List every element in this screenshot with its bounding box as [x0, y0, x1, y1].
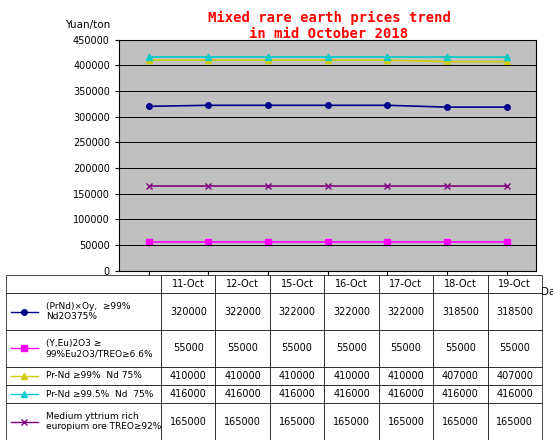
Bar: [324, 403, 379, 440]
Text: 55000: 55000: [499, 343, 530, 353]
Text: 318500: 318500: [496, 307, 533, 317]
Text: 55000: 55000: [173, 343, 204, 353]
Bar: [216, 275, 270, 293]
Text: 322000: 322000: [279, 307, 316, 317]
Bar: [488, 385, 542, 403]
Text: 16-Oct: 16-Oct: [335, 279, 368, 289]
Bar: [216, 403, 270, 440]
Bar: [379, 275, 433, 293]
Text: 416000: 416000: [279, 389, 315, 399]
Text: 320000: 320000: [170, 307, 207, 317]
Text: Date: Date: [541, 287, 553, 297]
Text: 410000: 410000: [170, 371, 207, 381]
Text: 165000: 165000: [496, 417, 533, 427]
Text: 15-Oct: 15-Oct: [280, 279, 314, 289]
Bar: [270, 367, 324, 385]
Bar: [379, 293, 433, 330]
Text: 165000: 165000: [279, 417, 316, 427]
Bar: [6, 367, 161, 385]
Text: 19-Oct: 19-Oct: [498, 279, 531, 289]
Bar: [324, 330, 379, 367]
Text: 416000: 416000: [442, 389, 479, 399]
Text: 322000: 322000: [388, 307, 424, 317]
Bar: [161, 293, 216, 330]
Text: 165000: 165000: [170, 417, 207, 427]
Bar: [6, 385, 161, 403]
Text: 165000: 165000: [225, 417, 261, 427]
Text: 407000: 407000: [496, 371, 533, 381]
Bar: [324, 293, 379, 330]
Text: (PrNd)×Oy,  ≥99%
Nd2O375%: (PrNd)×Oy, ≥99% Nd2O375%: [46, 302, 131, 321]
Bar: [433, 403, 488, 440]
Bar: [433, 385, 488, 403]
Text: 165000: 165000: [333, 417, 370, 427]
Bar: [216, 293, 270, 330]
Bar: [433, 275, 488, 293]
Text: 407000: 407000: [442, 371, 479, 381]
Bar: [379, 367, 433, 385]
Text: 416000: 416000: [170, 389, 207, 399]
Bar: [270, 385, 324, 403]
Bar: [488, 275, 542, 293]
Bar: [488, 403, 542, 440]
Bar: [270, 330, 324, 367]
Bar: [161, 275, 216, 293]
Text: 12-Oct: 12-Oct: [226, 279, 259, 289]
Text: 55000: 55000: [227, 343, 258, 353]
Text: 165000: 165000: [388, 417, 424, 427]
Text: 18-Oct: 18-Oct: [444, 279, 477, 289]
Text: 416000: 416000: [497, 389, 533, 399]
Bar: [6, 330, 161, 367]
Text: 17-Oct: 17-Oct: [389, 279, 422, 289]
Text: 416000: 416000: [333, 389, 370, 399]
Bar: [270, 403, 324, 440]
Bar: [161, 330, 216, 367]
Bar: [488, 367, 542, 385]
Bar: [488, 330, 542, 367]
Text: 322000: 322000: [224, 307, 261, 317]
Text: 11-Oct: 11-Oct: [172, 279, 205, 289]
Bar: [216, 367, 270, 385]
Text: 410000: 410000: [388, 371, 424, 381]
Bar: [379, 330, 433, 367]
Bar: [488, 293, 542, 330]
Bar: [6, 275, 161, 293]
Text: (Y,Eu)2O3 ≥
99%Eu2O3/TREO≥6.6%: (Y,Eu)2O3 ≥ 99%Eu2O3/TREO≥6.6%: [46, 339, 153, 358]
Text: Pr-Nd ≥99.5%  Nd  75%: Pr-Nd ≥99.5% Nd 75%: [46, 390, 153, 399]
Bar: [6, 293, 161, 330]
Text: 165000: 165000: [442, 417, 479, 427]
Bar: [216, 385, 270, 403]
Bar: [6, 403, 161, 440]
Text: 55000: 55000: [336, 343, 367, 353]
Bar: [379, 385, 433, 403]
Text: 410000: 410000: [333, 371, 370, 381]
Text: 416000: 416000: [388, 389, 424, 399]
Bar: [216, 330, 270, 367]
Bar: [161, 403, 216, 440]
Bar: [433, 293, 488, 330]
Text: 55000: 55000: [445, 343, 476, 353]
Bar: [324, 367, 379, 385]
Text: 322000: 322000: [333, 307, 370, 317]
Bar: [270, 293, 324, 330]
Bar: [324, 275, 379, 293]
Bar: [433, 330, 488, 367]
Text: 410000: 410000: [279, 371, 315, 381]
Text: 416000: 416000: [225, 389, 261, 399]
Text: Mixed rare earth prices trend
in mid October 2018: Mixed rare earth prices trend in mid Oct…: [207, 11, 451, 41]
Bar: [161, 385, 216, 403]
Text: 55000: 55000: [390, 343, 421, 353]
Text: 55000: 55000: [281, 343, 312, 353]
Text: 318500: 318500: [442, 307, 479, 317]
Bar: [324, 385, 379, 403]
Text: Pr-Nd ≥99%  Nd 75%: Pr-Nd ≥99% Nd 75%: [46, 371, 142, 380]
Bar: [379, 403, 433, 440]
Bar: [161, 367, 216, 385]
Text: 410000: 410000: [225, 371, 261, 381]
Bar: [270, 275, 324, 293]
Bar: [433, 367, 488, 385]
Text: Medium yttrium rich
europium ore TREO≥92%: Medium yttrium rich europium ore TREO≥92…: [46, 412, 161, 431]
Text: Yuan/ton: Yuan/ton: [65, 20, 110, 30]
